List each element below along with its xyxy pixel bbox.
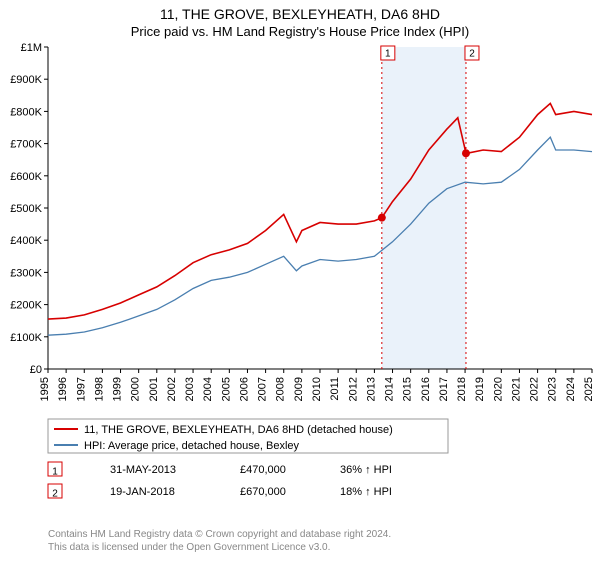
x-tick-label: 2019 (474, 377, 486, 401)
sale-marker-number: 2 (469, 49, 475, 60)
footer: Contains HM Land Registry data © Crown c… (48, 528, 588, 554)
sale-row-number: 2 (52, 489, 58, 500)
x-tick-label: 2011 (329, 377, 341, 401)
x-tick-label: 2004 (202, 377, 214, 401)
x-tick-label: 2002 (166, 377, 178, 401)
x-tick-label: 2010 (311, 377, 323, 401)
x-tick-label: 1996 (57, 377, 69, 401)
y-tick-label: £100K (10, 332, 42, 344)
y-tick-label: £300K (10, 267, 42, 279)
x-tick-label: 2009 (293, 377, 305, 401)
chart-svg: £0 £100K £200K £300K £400K £500K £600K £700K £80… (0, 39, 600, 513)
x-tick-label: 1997 (75, 377, 87, 401)
y-tick-label: £200K (10, 300, 42, 312)
x-tick-label: 2006 (238, 377, 250, 401)
sale-row-date: 31-MAY-2013 (110, 464, 176, 476)
chart-subtitle: Price paid vs. HM Land Registry's House … (0, 24, 600, 39)
x-tick-label: 2024 (565, 377, 577, 401)
legend-label: 11, THE GROVE, BEXLEYHEATH, DA6 8HD (det… (84, 424, 393, 436)
sale-row-number: 1 (52, 467, 58, 478)
x-tick-label: 1998 (93, 377, 105, 401)
x-tick-label: 2022 (529, 377, 541, 401)
x-tick-label: 2016 (420, 377, 432, 401)
x-tick-label: 2018 (456, 377, 468, 401)
legend-label: HPI: Average price, detached house, Bexl… (84, 440, 300, 452)
x-tick-label: 2013 (365, 377, 377, 401)
x-tick-label: 2007 (257, 377, 269, 401)
x-tick-label: 2012 (347, 377, 359, 401)
sale-row-delta: 36% ↑ HPI (340, 464, 392, 476)
x-tick-label: 2025 (583, 377, 595, 401)
x-tick-label: 2003 (184, 377, 196, 401)
series-hpi (48, 137, 592, 335)
y-tick-label: £800K (10, 106, 42, 118)
x-tick-label: 2021 (510, 377, 522, 401)
x-tick-label: 1999 (112, 377, 124, 401)
y-tick-label: £900K (10, 74, 42, 86)
sale-row-price: £670,000 (240, 486, 286, 498)
chart-title: 11, THE GROVE, BEXLEYHEATH, DA6 8HD (0, 6, 600, 22)
x-tick-label: 2005 (220, 377, 232, 401)
y-tick-label: £0 (30, 364, 42, 376)
footer-line1: Contains HM Land Registry data © Crown c… (48, 528, 588, 541)
x-tick-label: 2015 (402, 377, 414, 401)
chart-container: 11, THE GROVE, BEXLEYHEATH, DA6 8HD Pric… (0, 6, 600, 566)
y-tick-label: £500K (10, 203, 42, 215)
x-tick-label: 2020 (492, 377, 504, 401)
x-tick-label: 1995 (39, 377, 51, 401)
x-tick-label: 2014 (384, 377, 396, 401)
x-tick-label: 2000 (130, 377, 142, 401)
sale-row-date: 19-JAN-2018 (110, 486, 175, 498)
footer-line2: This data is licensed under the Open Gov… (48, 541, 588, 554)
x-tick-label: 2001 (148, 377, 160, 401)
x-tick-label: 2023 (547, 377, 559, 401)
series-price_paid (48, 103, 592, 319)
y-tick-label: £1M (21, 42, 42, 54)
sale-row-delta: 18% ↑ HPI (340, 486, 392, 498)
y-tick-label: £700K (10, 139, 42, 151)
sale-marker-number: 1 (385, 49, 391, 60)
y-tick-label: £400K (10, 235, 42, 247)
x-tick-label: 2017 (438, 377, 450, 401)
sale-row-price: £470,000 (240, 464, 286, 476)
y-tick-label: £600K (10, 171, 42, 183)
x-tick-label: 2008 (275, 377, 287, 401)
